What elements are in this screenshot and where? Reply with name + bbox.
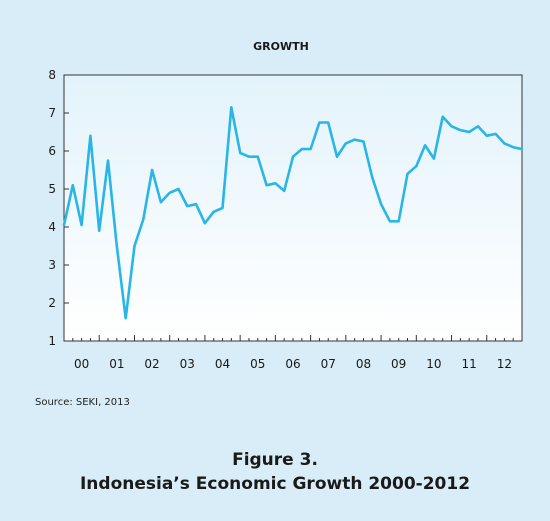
x-tick-label: 04 <box>215 357 230 371</box>
data-point <box>133 245 135 247</box>
x-tick-label: 10 <box>426 357 441 371</box>
data-point <box>477 125 479 127</box>
x-tick-label: 05 <box>250 357 265 371</box>
plot-area <box>63 74 523 342</box>
x-tick-label: 00 <box>74 357 89 371</box>
data-point <box>503 142 505 144</box>
data-point <box>397 220 399 222</box>
x-tick-label: 07 <box>321 357 336 371</box>
data-point <box>213 211 215 213</box>
data-point <box>168 192 170 194</box>
data-point <box>362 140 364 142</box>
figure-caption: Figure 3. Indonesia’s Economic Growth 20… <box>0 448 550 496</box>
data-point <box>327 121 329 123</box>
y-tick-label: 8 <box>48 68 56 82</box>
data-point <box>116 245 118 247</box>
data-point <box>239 152 241 154</box>
data-point <box>486 135 488 137</box>
y-tick-label: 3 <box>48 258 56 272</box>
x-tick-label: 08 <box>356 357 371 371</box>
data-point <box>265 184 267 186</box>
data-point <box>424 144 426 146</box>
data-point <box>63 224 65 226</box>
data-point <box>142 218 144 220</box>
data-point <box>204 222 206 224</box>
data-point <box>406 173 408 175</box>
data-point <box>521 148 523 150</box>
data-point <box>98 230 100 232</box>
data-point <box>72 184 74 186</box>
chart-title: GROWTH <box>253 40 309 53</box>
data-point <box>353 138 355 140</box>
data-point <box>124 317 126 319</box>
data-point <box>195 203 197 205</box>
data-point <box>336 156 338 158</box>
y-tick-label: 5 <box>48 182 56 196</box>
source-note: Source: SEKI, 2013 <box>35 397 130 408</box>
x-tick-label: 11 <box>462 357 477 371</box>
data-point <box>345 142 347 144</box>
data-point <box>301 148 303 150</box>
x-tick-label: 03 <box>180 357 195 371</box>
data-point <box>442 116 444 118</box>
x-tick-label: 09 <box>391 357 406 371</box>
growth-series-line <box>62 106 524 320</box>
y-tick-label: 6 <box>48 144 56 158</box>
y-tick-label: 7 <box>48 106 56 120</box>
y-tick-label: 2 <box>48 296 56 310</box>
data-point <box>160 201 162 203</box>
data-point <box>309 148 311 150</box>
data-point <box>107 159 109 161</box>
data-point <box>512 146 514 148</box>
data-point <box>151 169 153 171</box>
y-tick-label: 4 <box>48 220 56 234</box>
data-point <box>274 182 276 184</box>
x-tick-label: 06 <box>285 357 300 371</box>
data-point <box>230 106 232 108</box>
data-point <box>89 135 91 137</box>
data-point <box>257 156 259 158</box>
figure-number: Figure 3. <box>232 450 318 470</box>
data-point <box>380 203 382 205</box>
data-point <box>177 188 179 190</box>
x-tick-label: 02 <box>144 357 159 371</box>
data-point <box>292 156 294 158</box>
data-point <box>389 220 391 222</box>
data-point <box>221 207 223 209</box>
x-tick-label: 12 <box>497 357 512 371</box>
data-point <box>248 156 250 158</box>
data-point <box>371 176 373 178</box>
data-point <box>494 133 496 135</box>
data-point <box>468 131 470 133</box>
data-point <box>415 165 417 167</box>
data-point <box>283 190 285 192</box>
data-point <box>80 224 82 226</box>
x-tick-label: 01 <box>109 357 124 371</box>
data-point <box>459 129 461 131</box>
figure-title: Indonesia’s Economic Growth 2000-2012 <box>79 474 471 494</box>
data-point <box>450 125 452 127</box>
data-point <box>186 205 188 207</box>
data-point <box>318 121 320 123</box>
data-point <box>433 157 435 159</box>
y-tick-label: 1 <box>48 334 56 348</box>
